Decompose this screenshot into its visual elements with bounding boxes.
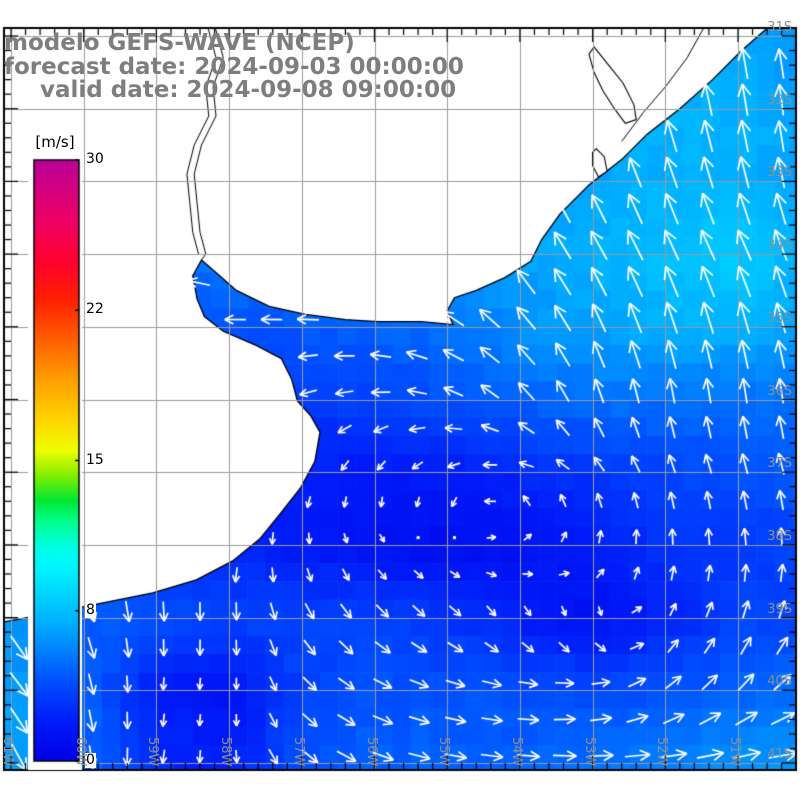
colorbar-unit-label: [m/s]	[35, 133, 75, 151]
lon-axis-label: 59W	[145, 737, 161, 767]
lat-axis-label: 41S	[767, 747, 792, 762]
lat-axis-label: 37S	[767, 456, 792, 472]
lon-axis-label: 61W	[0, 737, 15, 767]
model-title: modelo GEFS-WAVE (NCEP)	[4, 30, 355, 56]
lon-axis-label: 52W	[654, 737, 670, 767]
lat-axis-label: 38S	[767, 528, 792, 544]
colorbar-tick-label: 8	[85, 601, 96, 618]
lat-axis-label: 32S	[767, 92, 792, 108]
colorbar-tick-label: 30	[85, 151, 105, 167]
colorbar-tick-label: 22	[85, 301, 105, 318]
lon-axis-label: 56W	[363, 737, 379, 767]
valid-date-label: valid date: 2024-09-08 09:00:00	[40, 77, 457, 103]
lon-axis-label: 57W	[290, 737, 306, 767]
lon-axis-label: 54W	[508, 737, 524, 767]
lat-axis-label: 40S	[767, 674, 792, 690]
lon-axis-label: 55W	[436, 737, 452, 767]
lat-axis-label: 31S	[767, 20, 792, 35]
lon-axis-label: 60W	[72, 737, 88, 767]
lat-axis-label: 34S	[767, 238, 792, 254]
lon-axis-label: 53W	[581, 737, 597, 767]
colorbar-tick-label: 15	[85, 451, 105, 468]
colorbar-tick-label: 0	[85, 752, 96, 768]
lon-axis-label: 58W	[218, 737, 234, 767]
lat-axis-label: 39S	[767, 601, 792, 617]
lat-axis-label: 35S	[767, 310, 792, 326]
forecast-date-label: forecast date: 2024-09-03 00:00:00	[4, 54, 464, 80]
lon-axis-label: 51W	[727, 737, 742, 767]
lat-axis-label: 36S	[767, 383, 792, 399]
lat-axis-label: 33S	[767, 165, 792, 181]
